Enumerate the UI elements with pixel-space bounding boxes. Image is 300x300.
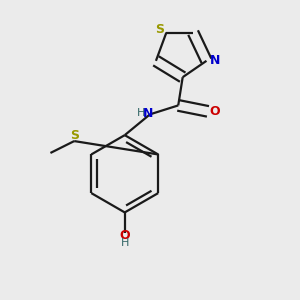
Text: H: H xyxy=(121,238,129,248)
Text: S: S xyxy=(70,129,79,142)
Text: O: O xyxy=(209,105,220,118)
Text: S: S xyxy=(155,23,164,36)
Text: N: N xyxy=(143,106,154,120)
Text: H: H xyxy=(137,108,145,118)
Text: O: O xyxy=(119,229,130,242)
Text: N: N xyxy=(210,54,220,67)
